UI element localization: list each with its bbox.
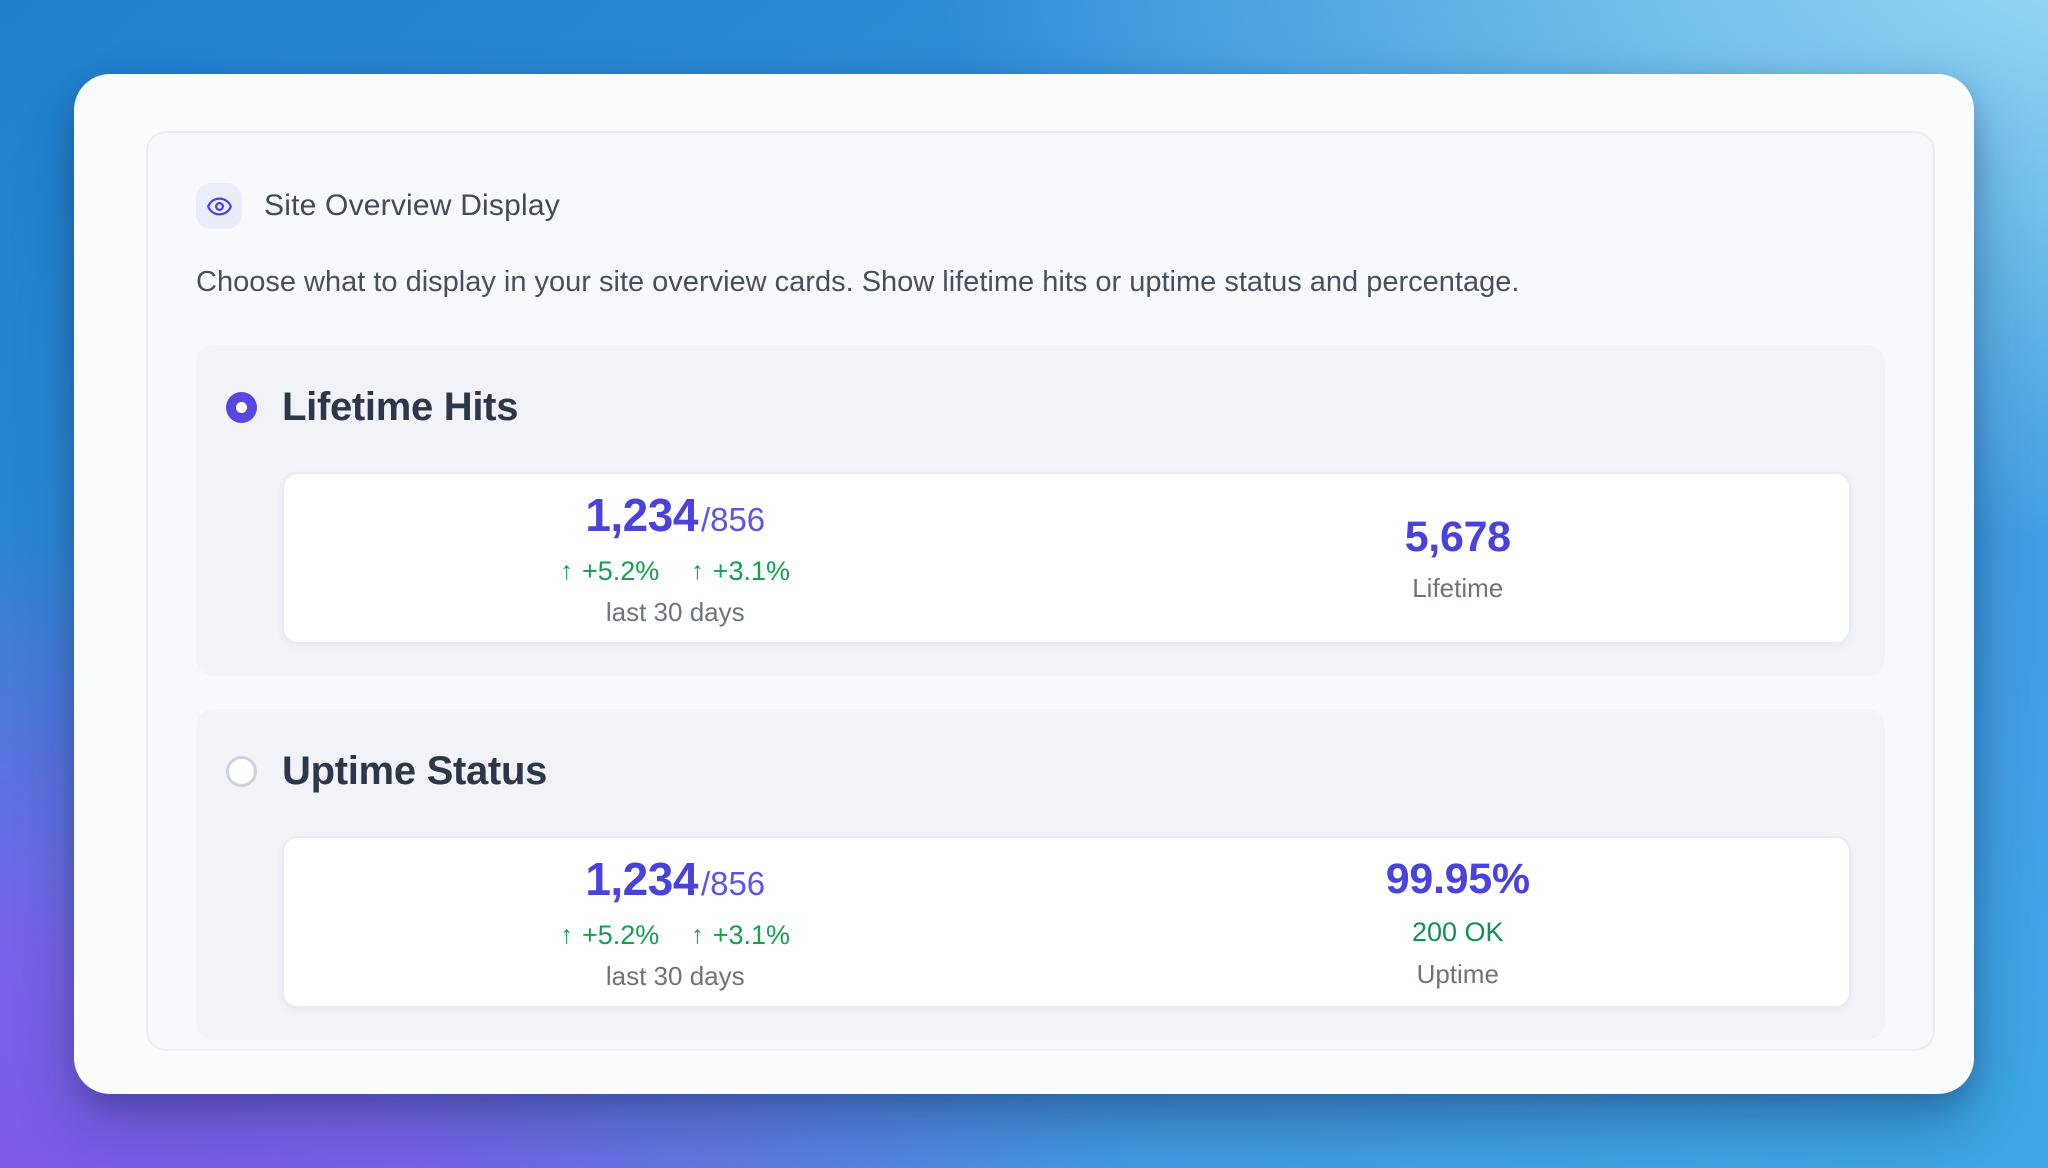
up-arrow-icon: ↑ — [560, 557, 573, 585]
option-uptime-status-row: Uptime Status — [226, 749, 1851, 794]
delta-primary-value: +5.2% — [581, 920, 660, 950]
up-arrow-icon: ↑ — [691, 921, 704, 949]
uptime-caption: Uptime — [1416, 958, 1499, 989]
lifetime-hits-preview-card: 1,234 /856 ↑ +5.2% ↑ +3.1% — [282, 472, 1851, 644]
current-hits-value: 1,234 — [585, 489, 698, 541]
hits-values: 1,234 /856 — [585, 488, 765, 542]
radio-uptime-status[interactable] — [226, 756, 257, 787]
hits-deltas: ↑ +5.2% ↑ +3.1% — [560, 556, 790, 587]
uptime-status-preview-card: 1,234 /856 ↑ +5.2% ↑ +3.1% — [282, 836, 1851, 1008]
delta-primary: ↑ +5.2% — [560, 920, 659, 951]
panel-header: Site Overview Display — [196, 183, 1885, 229]
option-uptime-status: Uptime Status 1,234 /856 ↑ +5.2% — [196, 709, 1885, 1040]
delta-primary-value: +5.2% — [581, 556, 660, 586]
lifetime-caption: Lifetime — [1412, 572, 1504, 603]
eye-icon-badge — [196, 183, 242, 229]
lifetime-total-value: 5,678 — [1404, 512, 1511, 561]
site-overview-panel: Site Overview Display Choose what to dis… — [146, 131, 1935, 1051]
delta-secondary: ↑ +3.1% — [691, 920, 790, 951]
hits-column: 1,234 /856 ↑ +5.2% ↑ +3.1% — [284, 838, 1067, 1006]
panel-title: Site Overview Display — [264, 189, 560, 222]
hits-column: 1,234 /856 ↑ +5.2% ↑ +3.1% — [284, 474, 1067, 642]
eye-icon — [206, 197, 232, 215]
delta-secondary-value: +3.1% — [712, 920, 791, 950]
up-arrow-icon: ↑ — [691, 557, 704, 585]
option-lifetime-hits: Lifetime Hits 1,234 /856 ↑ +5.2% — [196, 345, 1885, 676]
secondary-hits-value: /856 — [700, 865, 766, 902]
settings-card: Site Overview Display Choose what to dis… — [74, 74, 1974, 1094]
lifetime-column: 5,678 Lifetime — [1067, 474, 1850, 642]
secondary-hits-value: /856 — [700, 501, 766, 538]
current-hits-value: 1,234 — [585, 853, 698, 905]
option-uptime-status-label[interactable]: Uptime Status — [282, 749, 548, 793]
hits-deltas: ↑ +5.2% ↑ +3.1% — [560, 920, 790, 951]
option-lifetime-hits-row: Lifetime Hits — [226, 385, 1851, 430]
uptime-column: 99.95% 200 OK Uptime — [1067, 838, 1850, 1006]
period-label: last 30 days — [605, 961, 745, 991]
radio-lifetime-hits[interactable] — [226, 392, 257, 423]
option-lifetime-hits-label[interactable]: Lifetime Hits — [282, 385, 519, 429]
panel-description: Choose what to display in your site over… — [196, 266, 1520, 298]
status-code-badge: 200 OK — [1411, 916, 1504, 947]
delta-secondary: ↑ +3.1% — [691, 556, 790, 587]
period-label: last 30 days — [605, 597, 745, 627]
uptime-percentage-value: 99.95% — [1385, 854, 1530, 903]
delta-secondary-value: +3.1% — [712, 556, 791, 586]
delta-primary: ↑ +5.2% — [560, 556, 659, 587]
up-arrow-icon: ↑ — [560, 921, 573, 949]
hits-values: 1,234 /856 — [585, 852, 765, 906]
